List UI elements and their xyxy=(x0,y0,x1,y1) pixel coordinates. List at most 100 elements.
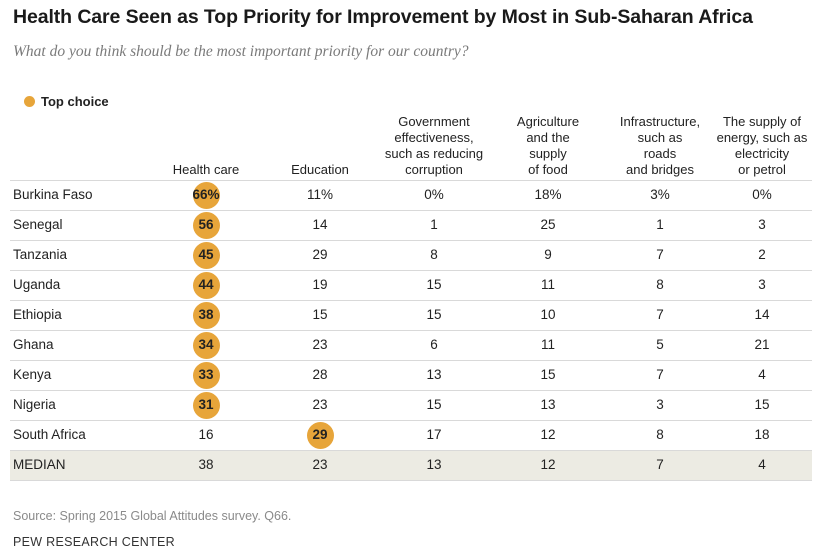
row-divider xyxy=(10,390,812,391)
value-cell: 1 xyxy=(656,217,664,232)
value-cell: 7 xyxy=(656,457,664,472)
legend-label: Top choice xyxy=(41,94,109,109)
value-cell: 34 xyxy=(198,337,214,352)
table-row: Uganda 44 19 15 11 8 3 xyxy=(0,270,839,300)
country-label: Uganda xyxy=(13,277,61,292)
value-cell: 11% xyxy=(306,187,334,202)
country-label: Tanzania xyxy=(13,247,68,262)
country-label: Ethiopia xyxy=(13,307,62,322)
legend: Top choice xyxy=(24,94,109,109)
value-cell: 13 xyxy=(426,367,442,382)
value-cell: 23 xyxy=(312,337,328,352)
column-header-3: Government effectiveness, such as reduci… xyxy=(384,114,484,177)
value-cell: 29 xyxy=(312,247,328,262)
value-cell: 1 xyxy=(430,217,438,232)
column-header-6: The supply of energy, such as electricit… xyxy=(716,114,808,177)
top-choice-bubble xyxy=(192,331,220,359)
value-cell: 0% xyxy=(752,187,772,202)
row-divider xyxy=(10,270,812,271)
table-row: Senegal 56 14 1 25 1 3 xyxy=(0,210,839,240)
row-divider xyxy=(10,180,812,181)
value-cell: 4 xyxy=(758,367,766,382)
value-cell: 23 xyxy=(312,397,328,412)
value-cell: 2 xyxy=(758,247,766,262)
column-header-1: Health care xyxy=(172,162,240,177)
value-cell: 38 xyxy=(198,307,214,322)
legend-dot-icon xyxy=(24,96,35,107)
country-label: Senegal xyxy=(13,217,63,232)
value-cell: 15 xyxy=(312,307,328,322)
column-header-4: Agriculture and the supply of food xyxy=(516,114,580,177)
row-divider xyxy=(10,420,812,421)
column-header-5: Infrastructure, such as roads and bridge… xyxy=(619,114,701,177)
value-cell: 3 xyxy=(758,217,766,232)
value-cell: 4 xyxy=(758,457,766,472)
value-cell: 5 xyxy=(656,337,664,352)
value-cell: 15 xyxy=(426,397,442,412)
value-cell: 13 xyxy=(426,457,442,472)
value-cell: 9 xyxy=(544,247,552,262)
median-row-background xyxy=(10,451,812,481)
value-cell: 8 xyxy=(656,277,664,292)
country-label: Kenya xyxy=(13,367,52,382)
value-cell: 12 xyxy=(540,427,556,442)
value-cell: 0% xyxy=(424,187,444,202)
value-cell: 15 xyxy=(426,307,442,322)
value-cell: 25 xyxy=(540,217,556,232)
value-cell: 15 xyxy=(426,277,442,292)
value-cell: 16 xyxy=(198,427,214,442)
country-label: South Africa xyxy=(13,427,86,442)
top-choice-bubble xyxy=(192,181,220,209)
chart-title: Health Care Seen as Top Priority for Imp… xyxy=(13,6,753,28)
row-divider xyxy=(10,240,812,241)
top-choice-bubble xyxy=(192,271,220,299)
value-cell: 56 xyxy=(198,217,214,232)
country-label: Nigeria xyxy=(13,397,56,412)
value-cell: 18 xyxy=(754,427,770,442)
value-cell: 7 xyxy=(656,247,664,262)
value-cell: 13 xyxy=(540,397,556,412)
value-cell: 19 xyxy=(312,277,328,292)
row-divider xyxy=(10,330,812,331)
row-divider xyxy=(10,360,812,361)
value-cell: 6 xyxy=(430,337,438,352)
value-cell: 33 xyxy=(198,367,214,382)
value-cell: 3 xyxy=(758,277,766,292)
value-cell: 3 xyxy=(656,397,664,412)
table-row: Ethiopia 38 15 15 10 7 14 xyxy=(0,300,839,330)
source-note: Source: Spring 2015 Global Attitudes sur… xyxy=(13,509,292,523)
value-cell: 29 xyxy=(312,427,328,442)
value-cell: 44 xyxy=(198,277,214,292)
value-cell: 8 xyxy=(430,247,438,262)
country-label: Ghana xyxy=(13,337,54,352)
value-cell: 7 xyxy=(656,367,664,382)
row-divider xyxy=(10,210,812,211)
row-divider xyxy=(10,450,812,451)
table-row: Burkina Faso 66% 11% 0% 18% 3% 0% xyxy=(0,180,839,210)
median-row: MEDIAN 38 23 13 12 7 4 xyxy=(0,450,839,480)
value-cell: 21 xyxy=(754,337,770,352)
value-cell: 28 xyxy=(312,367,328,382)
top-choice-bubble xyxy=(192,211,220,239)
row-divider xyxy=(10,480,812,481)
value-cell: 8 xyxy=(656,427,664,442)
value-cell: 31 xyxy=(198,397,214,412)
table-row: Tanzania 45 29 8 9 7 2 xyxy=(0,240,839,270)
table-row: Nigeria 31 23 15 13 3 15 xyxy=(0,390,839,420)
value-cell: 17 xyxy=(426,427,442,442)
chart-subtitle: What do you think should be the most imp… xyxy=(13,43,469,60)
country-label: Burkina Faso xyxy=(13,187,93,202)
median-label: MEDIAN xyxy=(13,457,66,472)
row-divider xyxy=(10,300,812,301)
value-cell: 14 xyxy=(312,217,328,232)
value-cell: 15 xyxy=(754,397,770,412)
value-cell: 3% xyxy=(650,187,670,202)
credit: PEW RESEARCH CENTER xyxy=(13,535,175,549)
top-choice-bubble xyxy=(306,421,334,449)
value-cell: 15 xyxy=(540,367,556,382)
top-choice-bubble xyxy=(192,301,220,329)
value-cell: 66% xyxy=(192,187,220,202)
value-cell: 45 xyxy=(198,247,214,262)
value-cell: 18% xyxy=(534,187,562,202)
value-cell: 23 xyxy=(312,457,328,472)
